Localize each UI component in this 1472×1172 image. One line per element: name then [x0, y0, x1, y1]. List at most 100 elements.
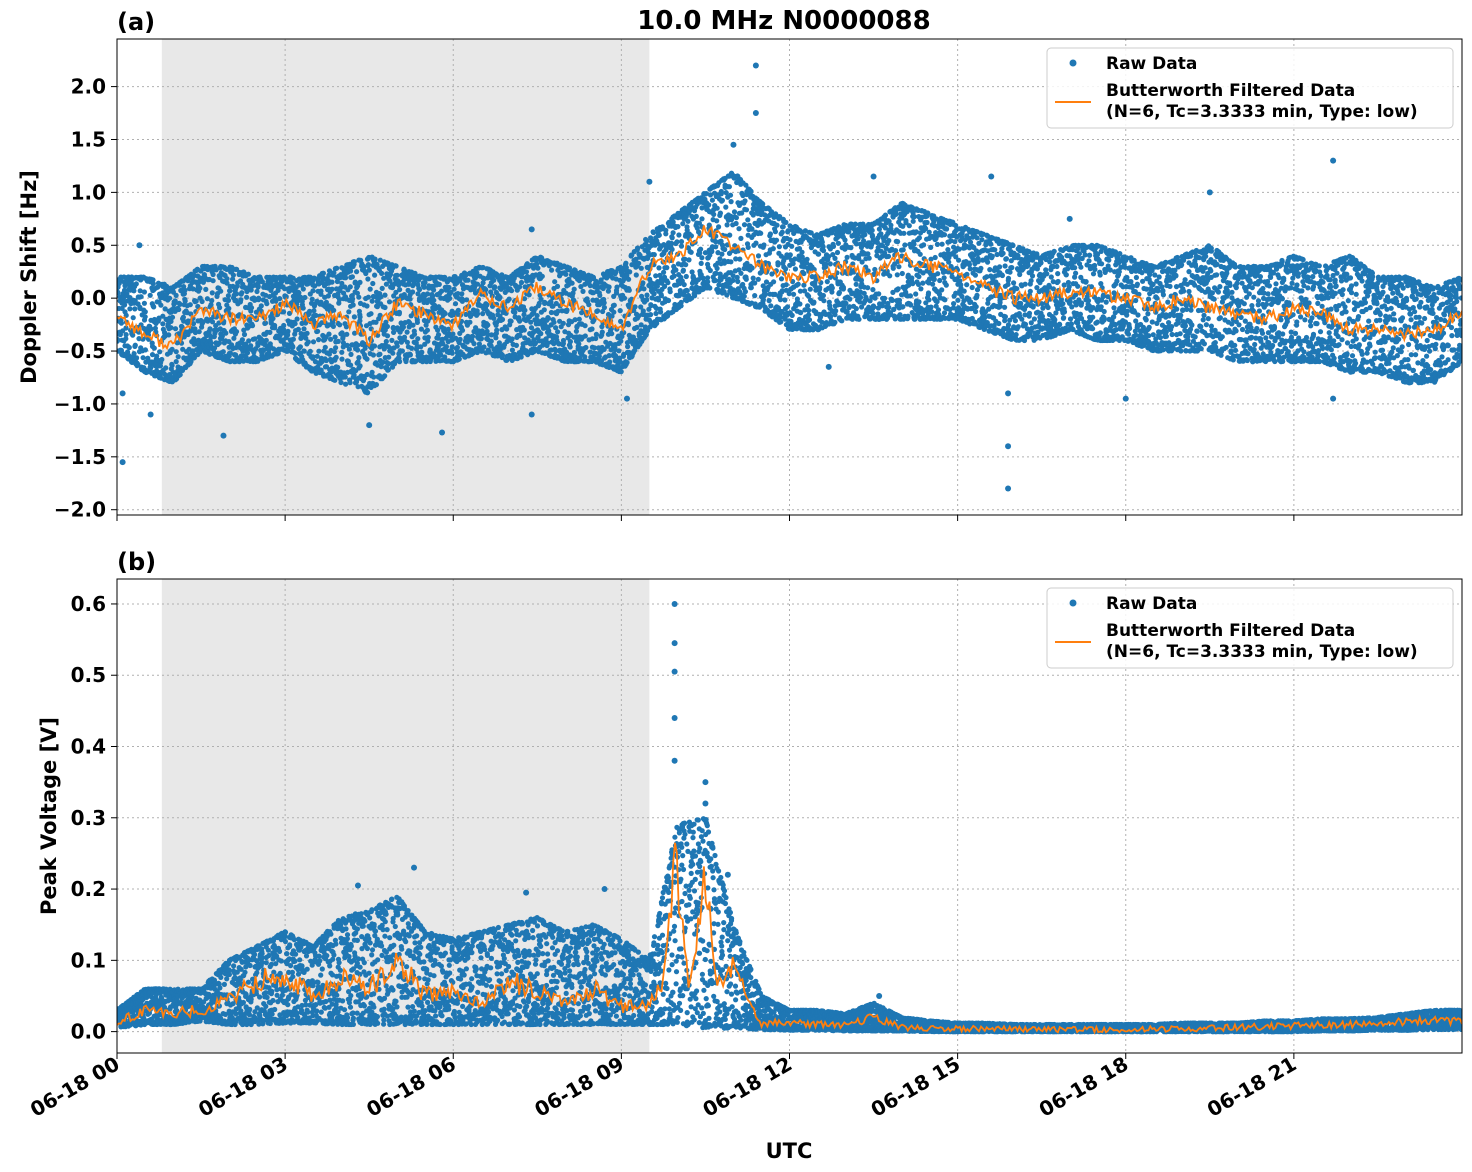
raw-data-point [207, 351, 213, 357]
raw-data-point [961, 288, 967, 294]
raw-data-point [442, 310, 448, 317]
raw-data-point [576, 341, 582, 347]
raw-data-point [167, 295, 173, 301]
raw-data-point [728, 199, 734, 205]
raw-data-point [382, 373, 388, 379]
raw-data-point [928, 304, 934, 310]
raw-data-point [384, 333, 391, 339]
raw-data-point [783, 282, 789, 288]
raw-data-point [399, 348, 405, 354]
raw-data-point [224, 276, 230, 282]
raw-data-point [567, 344, 573, 350]
raw-data-point [688, 233, 695, 239]
raw-data-point [394, 272, 400, 278]
raw-data-point [329, 286, 335, 292]
raw-data-point [657, 272, 663, 278]
raw-data-point [340, 340, 346, 346]
raw-data-point [634, 245, 641, 251]
raw-data-point [497, 294, 503, 300]
raw-data-point [772, 229, 779, 235]
raw-data-point [742, 198, 748, 204]
raw-data-point [618, 369, 624, 375]
raw-data-point [799, 249, 805, 255]
raw-data-point [680, 268, 686, 274]
raw-data-point [377, 257, 383, 263]
raw-data-point [410, 322, 416, 328]
raw-data-point [939, 241, 945, 247]
raw-data-point [939, 287, 945, 293]
raw-data-point [219, 333, 225, 339]
raw-data-point [325, 293, 331, 299]
raw-data-point [364, 303, 370, 309]
raw-data-point [370, 352, 376, 358]
raw-data-point [415, 336, 421, 342]
raw-data-point [281, 322, 287, 329]
raw-data-point [415, 291, 421, 297]
raw-data-point [142, 347, 148, 353]
raw-data-point [684, 288, 690, 294]
raw-data-point [776, 244, 783, 250]
raw-data-point [640, 280, 646, 286]
raw-data-point [334, 278, 340, 285]
raw-data-point [587, 283, 593, 289]
raw-data-point [230, 272, 236, 278]
raw-data-point [495, 307, 501, 314]
raw-data-point [676, 232, 682, 238]
raw-data-point [946, 259, 952, 265]
raw-data-point [571, 286, 577, 292]
raw-data-point [386, 354, 392, 360]
raw-data-point [944, 226, 950, 232]
raw-data-point [329, 279, 335, 285]
raw-data-point [941, 275, 947, 281]
raw-data-point [147, 292, 153, 298]
raw-data-point [508, 318, 514, 324]
raw-data-point [504, 326, 510, 332]
raw-data-point [348, 351, 354, 357]
raw-data-point [371, 374, 377, 380]
raw-data-point [123, 336, 129, 342]
raw-data-point [738, 270, 744, 276]
raw-data-point [617, 308, 623, 314]
raw-data-point [343, 275, 349, 281]
raw-data-point [316, 337, 322, 343]
raw-data-point [227, 350, 233, 356]
raw-data-point [941, 232, 948, 238]
raw-data-point [722, 246, 728, 253]
raw-data-point [333, 354, 339, 360]
raw-data-point [239, 290, 245, 296]
raw-data-point [335, 364, 341, 370]
raw-data-point [122, 302, 128, 308]
raw-data-point [383, 319, 389, 325]
raw-data-point [871, 304, 877, 310]
raw-data-point [943, 282, 949, 288]
raw-data-point [541, 307, 547, 313]
raw-data-point [539, 273, 545, 279]
raw-data-point [331, 270, 337, 276]
raw-data-point [895, 239, 901, 245]
raw-data-point [255, 283, 261, 289]
raw-data-point [924, 219, 930, 226]
raw-data-point [929, 309, 935, 315]
raw-data-point [579, 310, 585, 316]
raw-data-point [865, 285, 871, 291]
raw-data-point [522, 307, 528, 313]
raw-data-point [611, 309, 617, 315]
raw-data-point [310, 288, 316, 294]
raw-data-point [918, 286, 924, 292]
raw-data-point [632, 304, 638, 310]
raw-data-point [593, 331, 600, 337]
raw-data-point [805, 303, 811, 309]
raw-data-point [935, 271, 941, 277]
raw-data-point [339, 280, 345, 286]
raw-data-point [674, 239, 680, 245]
raw-data-point [349, 274, 355, 280]
raw-data-point [638, 265, 644, 271]
raw-data-point [876, 226, 883, 232]
raw-data-point [774, 222, 780, 228]
raw-data-point [616, 348, 622, 354]
raw-data-point [714, 218, 720, 224]
raw-data-point [449, 350, 455, 356]
raw-data-point [753, 240, 759, 246]
raw-data-point [188, 358, 194, 365]
raw-data-point [493, 335, 499, 341]
